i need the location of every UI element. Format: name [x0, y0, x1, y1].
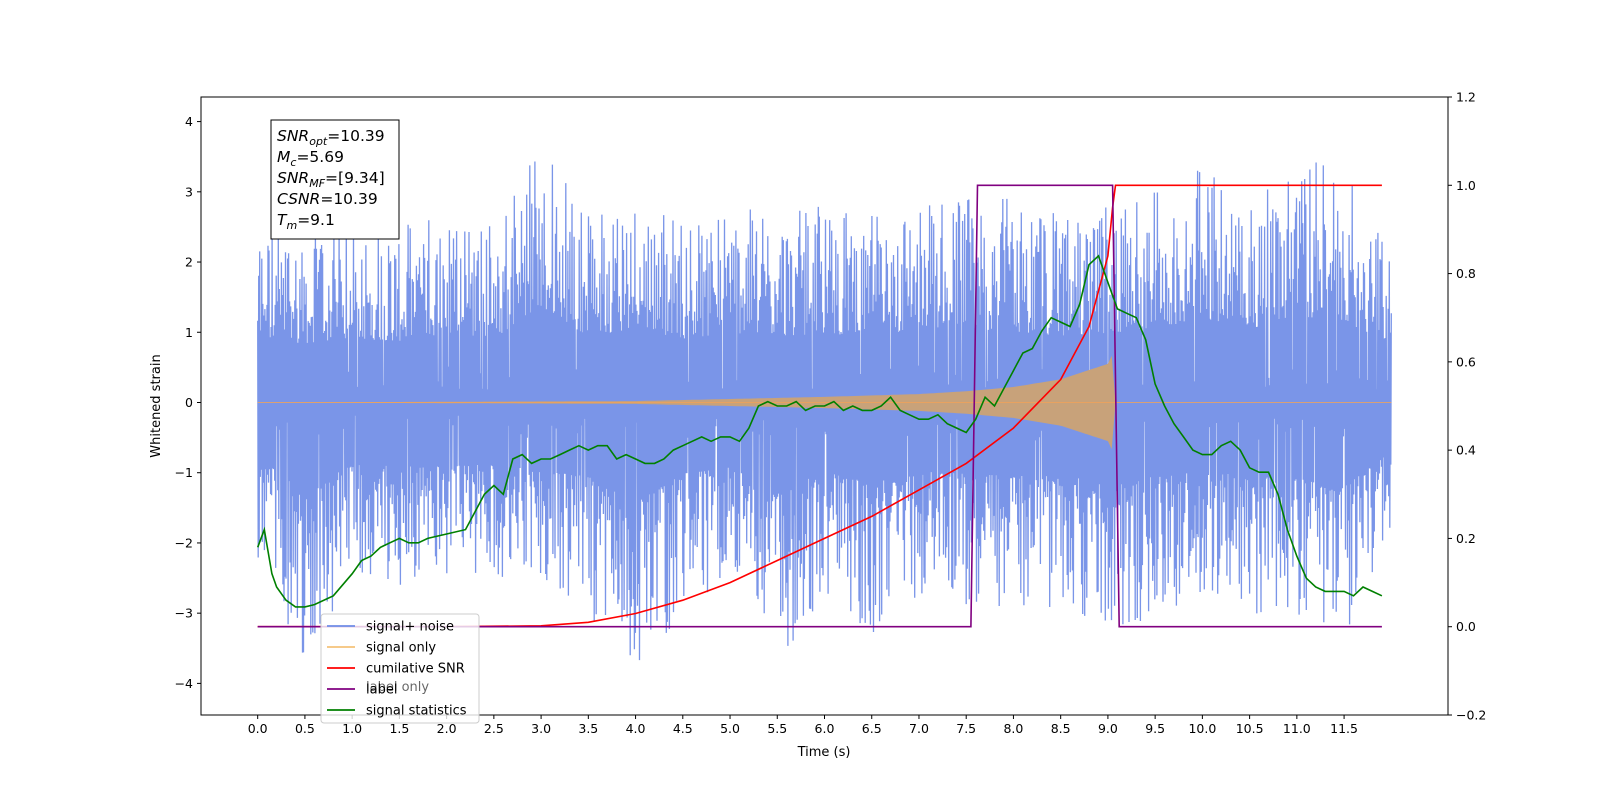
- y-left-tick-label: −1: [175, 465, 193, 480]
- x-tick-label: 11.5: [1330, 721, 1358, 736]
- x-tick-label: 2.5: [484, 721, 504, 736]
- series-layer: [256, 161, 1392, 661]
- x-tick-label: 9.5: [1145, 721, 1165, 736]
- annotation-line: CSNR=10.39: [277, 190, 378, 208]
- x-tick-label: 4.5: [673, 721, 693, 736]
- legend-ghost-text: label only: [366, 680, 429, 695]
- x-tick-label: 1.0: [342, 721, 362, 736]
- y-axis-left: −4 −3 −2 −1 0 1 2 3 4: [175, 114, 201, 691]
- annotation-line: SNRMF=[9.34]: [277, 169, 385, 190]
- x-tick-label: 5.0: [720, 721, 740, 736]
- x-tick-label: 10.5: [1236, 721, 1264, 736]
- x-tick-label: 6.5: [862, 721, 882, 736]
- y-right-tick-label: 1.0: [1456, 178, 1476, 193]
- x-tick-label: 6.0: [815, 721, 835, 736]
- y-left-tick-label: 4: [185, 114, 193, 129]
- x-tick-label: 3.5: [578, 721, 598, 736]
- x-tick-label: 7.0: [909, 721, 929, 736]
- y-left-tick-label: 1: [185, 325, 193, 340]
- annotation-box: SNRopt=10.39Mc=5.69SNRMF=[9.34]CSNR=10.3…: [270, 119, 400, 240]
- series-signal-noise: [257, 161, 1392, 661]
- x-tick-label: 3.0: [531, 721, 551, 736]
- x-tick-label: 7.5: [956, 721, 976, 736]
- annotation-line: Mc=5.69: [277, 148, 344, 169]
- y-right-tick-label: 0.8: [1456, 266, 1476, 281]
- x-tick-label: 0.5: [295, 721, 315, 736]
- legend-entry: signal statistics: [366, 704, 467, 719]
- y-left-tick-label: −3: [175, 606, 193, 621]
- y-left-tick-label: 3: [185, 184, 193, 199]
- x-tick-label: 8.5: [1051, 721, 1071, 736]
- x-tick-label: 4.0: [626, 721, 646, 736]
- x-tick-label: 8.0: [1003, 721, 1023, 736]
- y-left-tick-label: 2: [185, 255, 193, 270]
- x-axis-label: Time (s): [797, 745, 851, 760]
- y-left-tick-label: −2: [175, 535, 193, 550]
- series-cumulative-snr: [257, 184, 1382, 628]
- annotation-frame: [270, 119, 400, 240]
- x-tick-label: 1.5: [389, 721, 409, 736]
- y-left-tick-label: −4: [175, 676, 193, 691]
- y-right-tick-label: −0.2: [1456, 708, 1486, 723]
- y-right-tick-label: 0.6: [1456, 354, 1476, 369]
- x-tick-label: 2.0: [437, 721, 457, 736]
- x-tick-label: 5.5: [767, 721, 787, 736]
- y-right-tick-label: 1.2: [1456, 90, 1476, 105]
- x-tick-label: 9.0: [1098, 721, 1118, 736]
- y-axis-left-label: Whitened strain: [149, 354, 164, 457]
- y-axis-right: −0.2 0.0 0.2 0.4 0.6 0.8 1.0 1.2: [1448, 90, 1486, 723]
- x-tick-label: 11.0: [1283, 721, 1311, 736]
- series-signal-statistics: [256, 254, 1383, 608]
- legend-entry: signal+ noise: [366, 620, 454, 635]
- legend-entry: cumilative SNR: [366, 662, 465, 677]
- annotation-line: SNRopt=10.39: [277, 127, 385, 148]
- series-label: [257, 184, 1382, 628]
- y-right-tick-label: 0.0: [1456, 619, 1476, 634]
- legend-entry: signal only: [366, 641, 436, 656]
- y-left-tick-label: 0: [185, 395, 193, 410]
- y-right-tick-label: 0.2: [1456, 531, 1476, 546]
- legend-entry: label: [366, 683, 397, 698]
- x-tick-label: 0.0: [248, 721, 268, 736]
- x-axis: 0.0 0.5 1.0 1.5 2.0 2.5 3.0 3.5 4.0 4.5 5.0 5.5 6.0 6…: [248, 715, 1358, 736]
- legend-frame: [320, 613, 480, 724]
- annotation-line: Tm=9.1: [277, 211, 335, 232]
- x-tick-label: 10.0: [1188, 721, 1216, 736]
- legend: label only signal+ noise signal only cumila…: [320, 613, 480, 724]
- y-right-tick-label: 0.4: [1456, 443, 1476, 458]
